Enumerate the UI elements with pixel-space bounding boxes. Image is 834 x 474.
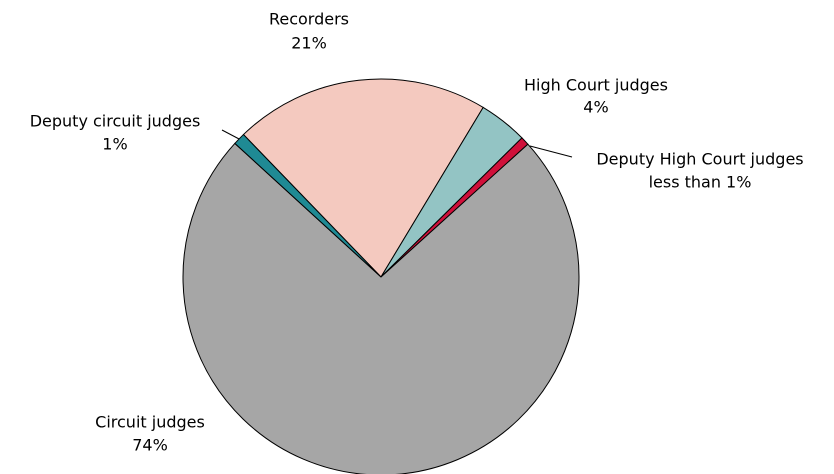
leader-line — [221, 129, 242, 141]
slice-value-label: 74% — [132, 436, 168, 455]
slice-label: High Court judges — [524, 76, 668, 95]
pie-slice — [242, 78, 484, 278]
slice-label: Deputy High Court judges — [596, 150, 803, 169]
slice-value-label: 1% — [102, 135, 127, 154]
slice-value-label: 21% — [291, 34, 327, 53]
slice-value-label: 4% — [583, 98, 608, 117]
pie-slice — [182, 142, 580, 474]
leader-line — [529, 145, 573, 158]
slice-value-label: less than 1% — [649, 173, 752, 192]
slice-label: Circuit judges — [95, 413, 205, 432]
slice-label: Deputy circuit judges — [30, 112, 201, 131]
pie-slice — [234, 133, 382, 278]
slice-label: Recorders — [269, 10, 349, 29]
